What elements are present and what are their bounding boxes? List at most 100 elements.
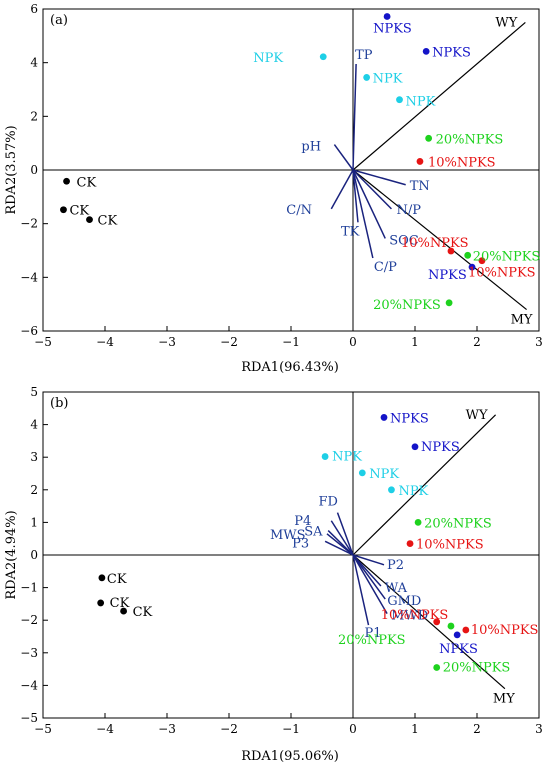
x-axis-title: RDA1(95.06%) xyxy=(241,749,339,764)
env-vector xyxy=(352,554,370,626)
x-tick-label: 2 xyxy=(473,335,481,349)
sample-point xyxy=(406,540,414,547)
env-vector-label: P2 xyxy=(387,558,404,573)
sample-point-label: 10%NPKS xyxy=(401,236,469,251)
sample-point xyxy=(447,622,455,630)
species-vector-wy xyxy=(352,21,526,171)
sample-point xyxy=(411,443,419,451)
sample-point xyxy=(60,206,67,214)
sample-point xyxy=(478,257,486,265)
env-vector-label: C/P xyxy=(374,260,397,275)
sample-point xyxy=(447,247,455,255)
sample-point xyxy=(462,626,470,634)
x-tick-label: 0 xyxy=(349,335,357,349)
sample-point-label: CK xyxy=(98,214,118,229)
x-tick-label: −4 xyxy=(96,335,114,349)
sample-point xyxy=(433,664,441,671)
sample-point-label: 20%NPKS xyxy=(373,298,441,313)
x-axis-title: RDA1(96.43%) xyxy=(241,360,339,375)
env-vector xyxy=(352,169,386,239)
species-label-my: MY xyxy=(511,313,533,328)
x-tick-label: −2 xyxy=(220,335,238,349)
sample-point-label: 10%NPKS xyxy=(381,608,449,623)
y-tick-label: 2 xyxy=(30,483,38,497)
x-tick-label: 1 xyxy=(411,335,419,349)
x-tick-label: −3 xyxy=(158,722,176,736)
y-tick-label: 0 xyxy=(30,548,38,562)
x-tick-label: −3 xyxy=(158,335,176,349)
y-tick-label: 6 xyxy=(30,2,38,16)
env-vector-label: MWS xyxy=(270,528,306,543)
sample-point-label: CK xyxy=(69,204,89,219)
species-vector-my xyxy=(352,169,527,311)
x-tick-label: −1 xyxy=(282,335,300,349)
sample-point-label: 20%NPKS xyxy=(338,633,406,648)
sample-point xyxy=(396,96,403,104)
env-vector xyxy=(352,554,388,615)
env-vector-label: FD xyxy=(319,495,338,510)
sample-point-label: NPKS xyxy=(432,45,471,60)
env-vector xyxy=(336,512,354,556)
sample-point xyxy=(416,158,424,165)
sample-point-label: NPKS xyxy=(439,642,478,657)
env-vector-label: WA xyxy=(385,581,408,596)
y-axis-title: RDA2(4.94%) xyxy=(4,510,19,599)
x-tick-label: 1 xyxy=(411,722,419,736)
x-tick-label: 0 xyxy=(349,722,357,736)
sample-point-label: 20%NPKS xyxy=(424,516,492,531)
sample-point xyxy=(97,599,105,607)
sample-point-label: CK xyxy=(110,596,130,611)
x-tick-label: −2 xyxy=(220,722,238,736)
sample-point xyxy=(464,251,472,259)
sample-point-label: CK xyxy=(77,175,97,190)
env-vector-label: C/N xyxy=(286,203,312,218)
sample-point-label: 10%NPKS xyxy=(428,155,496,170)
sample-point-label: CK xyxy=(133,605,153,620)
sample-point xyxy=(388,486,395,494)
species-vector-my xyxy=(352,554,506,690)
sample-point xyxy=(63,177,70,185)
y-tick-label: 4 xyxy=(30,56,38,70)
rda-panel-a: −5 −4 −3 −2 −1 0 1 2 3 −6 −4 −2 0 2 4 6 RDA1(96.43%) RDA2… xyxy=(4,2,543,375)
env-vector-label: TK xyxy=(341,224,360,239)
y-tick-label: −1 xyxy=(20,581,38,595)
x-tick-label: 3 xyxy=(535,335,543,349)
sample-point-label: 20%NPKS xyxy=(436,132,504,147)
env-vector xyxy=(352,63,357,171)
sample-point xyxy=(414,519,422,526)
env-vector-label: TN xyxy=(410,179,430,194)
sample-point-label: 10%NPKS xyxy=(471,623,539,638)
rda-panel-b: −5 −4 −3 −2 −1 0 1 2 3 −5 −4 −3 −2 −1 0 1 2 3 4 5 RDA1(95.06… xyxy=(4,385,543,764)
y-tick-label: −3 xyxy=(20,646,38,660)
sample-point xyxy=(120,607,127,615)
sample-point xyxy=(380,414,388,421)
sample-point xyxy=(433,618,441,626)
y-tick-label: −5 xyxy=(20,711,38,725)
y-tick-label: 4 xyxy=(30,418,38,432)
env-vector xyxy=(326,533,354,556)
env-vector-label: SOC xyxy=(389,233,419,248)
env-vector xyxy=(352,554,385,566)
env-vector xyxy=(324,540,354,556)
sample-point xyxy=(86,216,93,224)
env-vector-label: TP xyxy=(355,48,373,63)
sample-point xyxy=(422,47,430,55)
sample-point-label: NPKS xyxy=(373,22,412,37)
y-tick-label: −6 xyxy=(20,324,38,338)
sample-point xyxy=(98,574,106,582)
y-tick-label: −2 xyxy=(20,613,38,627)
env-vector xyxy=(330,520,354,556)
env-vector-label: MWD xyxy=(391,609,428,624)
y-axis-title: RDA2(3.57%) xyxy=(4,125,19,214)
env-vector-label: P4 xyxy=(294,514,311,529)
y-tick-label: −4 xyxy=(20,270,38,284)
x-tick-label: −5 xyxy=(34,722,52,736)
x-tick-label: −4 xyxy=(96,722,114,736)
sample-point-label: NPKS xyxy=(421,440,460,455)
sample-point xyxy=(363,74,371,81)
env-vector xyxy=(352,169,406,186)
env-vector-label: P1 xyxy=(365,626,382,641)
y-tick-label: 2 xyxy=(30,109,38,123)
panel-label: (a) xyxy=(50,13,68,28)
